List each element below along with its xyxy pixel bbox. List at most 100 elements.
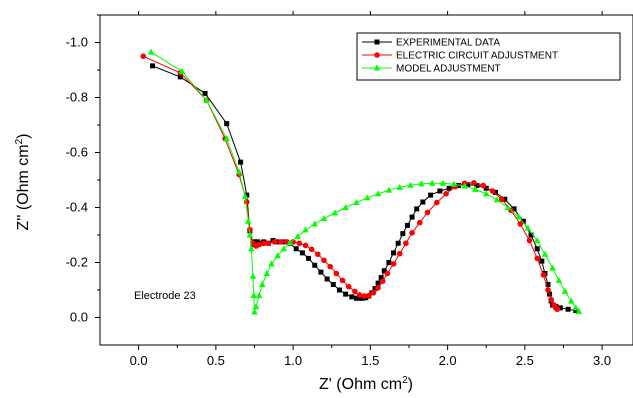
data-point (504, 204, 512, 210)
data-point (150, 63, 156, 69)
data-point (248, 245, 255, 252)
data-point (311, 220, 318, 227)
y-tick-label: 0.0 (70, 310, 88, 325)
data-point (274, 252, 281, 259)
data-point (375, 280, 381, 286)
data-point (202, 90, 208, 96)
data-point (223, 135, 230, 142)
data-point (534, 246, 540, 252)
data-point (483, 185, 489, 191)
data-point (331, 209, 339, 216)
data-point (357, 295, 363, 301)
data-point (242, 193, 249, 199)
legend-marker (374, 39, 380, 45)
x-axis-title: Z' (Ohm cm2) (319, 375, 413, 393)
data-point (379, 278, 386, 285)
data-point (565, 306, 571, 312)
data-point (353, 295, 359, 301)
data-point (437, 188, 443, 194)
y-tick-label: -0.8 (66, 90, 88, 105)
data-point (238, 159, 244, 165)
data-point (372, 286, 378, 292)
data-point (147, 48, 155, 55)
data-point (327, 263, 333, 270)
data-point (403, 240, 409, 247)
data-point (280, 245, 288, 252)
data-point (498, 196, 505, 203)
data-point (489, 188, 496, 194)
x-axis-ticks: 0.0 0.5 1.0 1.5 2.0 2.5 3.0 (130, 11, 611, 368)
electrode-annotation: Electrode 23 (134, 290, 196, 302)
data-point (336, 287, 342, 293)
data-point (541, 250, 549, 257)
data-point (315, 251, 321, 258)
data-point (493, 189, 499, 195)
data-point (386, 260, 392, 265)
legend-items: EXPERIMENTAL DATA ELECTRIC CIRCUIT ADJUST… (362, 38, 558, 75)
data-point (203, 96, 210, 103)
data-point (342, 204, 349, 210)
data-point (385, 186, 393, 193)
data-point (324, 276, 330, 282)
data-point (573, 308, 579, 314)
data-point (528, 232, 534, 238)
data-point (539, 258, 545, 264)
legend-marker (374, 52, 380, 58)
data-point (302, 242, 309, 249)
data-point (409, 214, 415, 220)
x-tick-label: 3.0 (593, 353, 611, 368)
data-point (333, 270, 340, 277)
x-tick-label: 2.5 (516, 353, 534, 368)
data-point (381, 268, 387, 274)
data-point (554, 306, 561, 313)
data-point (517, 221, 524, 227)
data-point (534, 237, 541, 243)
data-point (277, 239, 284, 245)
data-point (224, 121, 230, 127)
data-point (255, 239, 261, 245)
data-point (471, 179, 477, 186)
data-point (265, 240, 272, 247)
data-point (549, 264, 556, 271)
data-point (493, 196, 501, 203)
data-point (557, 305, 563, 311)
data-point (260, 240, 267, 247)
data-point (439, 179, 447, 186)
data-point (343, 291, 349, 297)
data-point (511, 206, 517, 212)
data-point (446, 185, 452, 191)
data-point (263, 270, 271, 276)
data-point (384, 270, 391, 277)
data-point (568, 297, 575, 304)
data-point (465, 182, 471, 188)
series-layer (140, 48, 583, 315)
data-point (353, 199, 360, 206)
x-tick-label: 0.0 (130, 353, 148, 368)
data-point (424, 209, 431, 216)
data-point (520, 218, 526, 224)
data-point (428, 192, 434, 198)
data-point (247, 226, 253, 233)
data-point (524, 224, 532, 231)
data-point (140, 53, 147, 60)
data-point (428, 179, 436, 186)
x-tick-label: 1.5 (361, 353, 379, 368)
data-point (480, 182, 486, 189)
data-point (293, 246, 299, 252)
data-point (414, 206, 420, 212)
data-point (294, 232, 301, 239)
data-point (361, 293, 367, 299)
x-tick-label: 2.0 (439, 353, 457, 368)
data-point (417, 219, 423, 226)
y-tick-label: -0.2 (66, 255, 88, 270)
data-point (390, 261, 397, 267)
data-point (370, 289, 377, 296)
data-point (407, 181, 414, 188)
data-point (243, 199, 250, 205)
data-point (483, 190, 490, 197)
data-point (256, 241, 262, 248)
y-tick-label: -1.0 (66, 35, 88, 50)
data-point (540, 272, 547, 278)
data-point (286, 239, 294, 246)
data-point (250, 292, 257, 298)
